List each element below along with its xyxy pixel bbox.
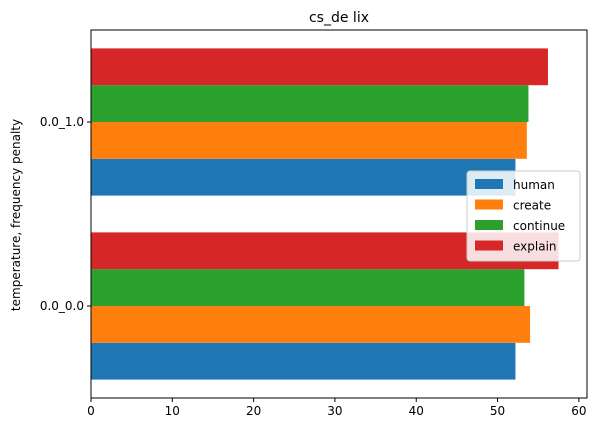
bar-human-0.0_0.0 xyxy=(91,342,516,380)
bar-create-0.0_1.0 xyxy=(91,122,527,159)
x-tick-label: 10 xyxy=(165,404,180,418)
bar-human-0.0_1.0 xyxy=(91,158,516,196)
y-tick-label: 0.0_1.0 xyxy=(40,115,84,129)
legend-label-continue: continue xyxy=(513,219,565,233)
x-tick-label: 30 xyxy=(327,404,342,418)
y-tick-label: 0.0_0.0 xyxy=(40,299,84,313)
y-axis-label: temperature, frequency penalty xyxy=(9,119,23,311)
x-tick-label: 50 xyxy=(490,404,505,418)
bar-explain-0.0_1.0 xyxy=(91,48,548,86)
legend-swatch-human xyxy=(475,179,503,189)
bar-continue-0.0_0.0 xyxy=(91,269,525,306)
legend-label-human: human xyxy=(513,178,555,192)
x-tick-label: 40 xyxy=(409,404,424,418)
legend-swatch-explain xyxy=(475,240,503,251)
legend-label-create: create xyxy=(513,199,551,213)
x-tick-label: 60 xyxy=(571,404,586,418)
legend-swatch-continue xyxy=(475,220,503,230)
x-axis-ticks: 0 10 20 30 40 50 60 xyxy=(87,398,587,418)
bar-create-0.0_0.0 xyxy=(91,306,531,343)
bar-continue-0.0_1.0 xyxy=(91,85,529,122)
x-tick-label: 20 xyxy=(246,404,261,418)
plot-frame xyxy=(90,29,588,399)
chart-title: cs_de lix xyxy=(309,10,369,26)
legend: human create continue explain xyxy=(466,170,581,262)
x-tick-label: 0 xyxy=(87,404,95,418)
legend-frame xyxy=(466,170,581,262)
legend-label-explain: explain xyxy=(513,240,557,254)
legend-swatch-create xyxy=(475,199,503,210)
y-axis-ticks: 0.0_0.0 0.0_1.0 xyxy=(40,115,91,313)
